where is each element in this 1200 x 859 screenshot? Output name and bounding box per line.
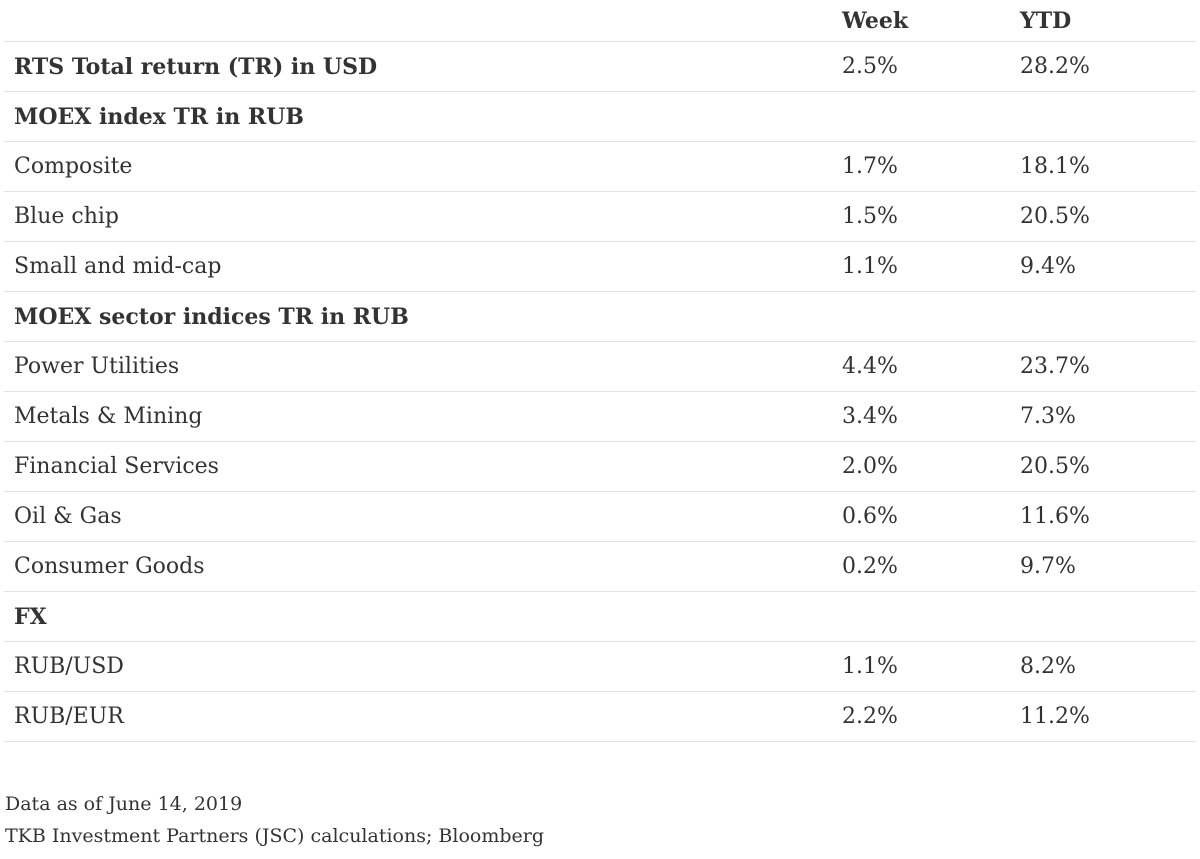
section-header-row: MOEX sector indices TR in RUB [4, 291, 1196, 342]
row-label: RUB/EUR [4, 691, 830, 742]
table-row: Oil & Gas 0.6% 11.6% [4, 491, 1196, 542]
column-header-ytd: YTD [1008, 0, 1196, 42]
row-label: FX [4, 591, 830, 642]
row-label: Oil & Gas [4, 491, 830, 542]
data-date-note: Data as of June 14, 2019 [5, 793, 243, 815]
table-row: Consumer Goods 0.2% 9.7% [4, 541, 1196, 592]
table-row: Small and mid-cap 1.1% 9.4% [4, 241, 1196, 292]
row-label: Small and mid-cap [4, 241, 830, 292]
week-value: 1.5% [830, 191, 1008, 242]
week-value: 1.1% [830, 641, 1008, 692]
week-value: 1.7% [830, 141, 1008, 192]
week-value: 0.6% [830, 491, 1008, 542]
row-label: Financial Services [4, 441, 830, 492]
row-label: RTS Total return (TR) in USD [4, 41, 830, 92]
ytd-value: 18.1% [1008, 141, 1196, 192]
table-body: RTS Total return (TR) in USD 2.5% 28.2% MOE… [4, 41, 1196, 742]
row-label: RUB/USD [4, 641, 830, 692]
ytd-value: 11.6% [1008, 491, 1196, 542]
week-value [830, 91, 1008, 142]
table-row: RUB/EUR 2.2% 11.2% [4, 691, 1196, 742]
footnotes: Data as of June 14, 2019 TKB Investment … [5, 788, 544, 852]
week-value: 0.2% [830, 541, 1008, 592]
week-value: 2.0% [830, 441, 1008, 492]
ytd-value: 23.7% [1008, 341, 1196, 392]
returns-table-container: Week YTD RTS Total return (TR) in USD 2.5… [4, 0, 1196, 742]
row-label: MOEX index TR in RUB [4, 91, 830, 142]
ytd-value [1008, 291, 1196, 342]
ytd-value: 20.5% [1008, 191, 1196, 242]
week-value: 2.2% [830, 691, 1008, 742]
table-row: Metals & Mining 3.4% 7.3% [4, 391, 1196, 442]
returns-table: Week YTD RTS Total return (TR) in USD 2.5… [4, 0, 1196, 742]
source-note: TKB Investment Partners (JSC) calculatio… [5, 825, 545, 847]
row-label: Consumer Goods [4, 541, 830, 592]
section-header-row: MOEX index TR in RUB [4, 91, 1196, 142]
week-value: 1.1% [830, 241, 1008, 292]
ytd-value: 20.5% [1008, 441, 1196, 492]
week-value: 2.5% [830, 41, 1008, 92]
week-value [830, 291, 1008, 342]
ytd-value [1008, 591, 1196, 642]
row-label: Composite [4, 141, 830, 192]
row-label: Blue chip [4, 191, 830, 242]
week-value: 4.4% [830, 341, 1008, 392]
ytd-value [1008, 91, 1196, 142]
ytd-value: 8.2% [1008, 641, 1196, 692]
table-row: Financial Services 2.0% 20.5% [4, 441, 1196, 492]
table-header-row: Week YTD [4, 0, 1196, 42]
table-row: RUB/USD 1.1% 8.2% [4, 641, 1196, 692]
section-header-row: RTS Total return (TR) in USD 2.5% 28.2% [4, 41, 1196, 92]
week-value: 3.4% [830, 391, 1008, 442]
week-value [830, 591, 1008, 642]
table-row: Composite 1.7% 18.1% [4, 141, 1196, 192]
ytd-value: 11.2% [1008, 691, 1196, 742]
row-label: Power Utilities [4, 341, 830, 392]
table-row: Power Utilities 4.4% 23.7% [4, 341, 1196, 392]
ytd-value: 9.4% [1008, 241, 1196, 292]
column-header-label [4, 0, 830, 42]
row-label: Metals & Mining [4, 391, 830, 442]
table-row: Blue chip 1.5% 20.5% [4, 191, 1196, 242]
row-label: MOEX sector indices TR in RUB [4, 291, 830, 342]
ytd-value: 9.7% [1008, 541, 1196, 592]
section-header-row: FX [4, 591, 1196, 642]
ytd-value: 28.2% [1008, 41, 1196, 92]
column-header-week: Week [830, 0, 1008, 42]
ytd-value: 7.3% [1008, 391, 1196, 442]
